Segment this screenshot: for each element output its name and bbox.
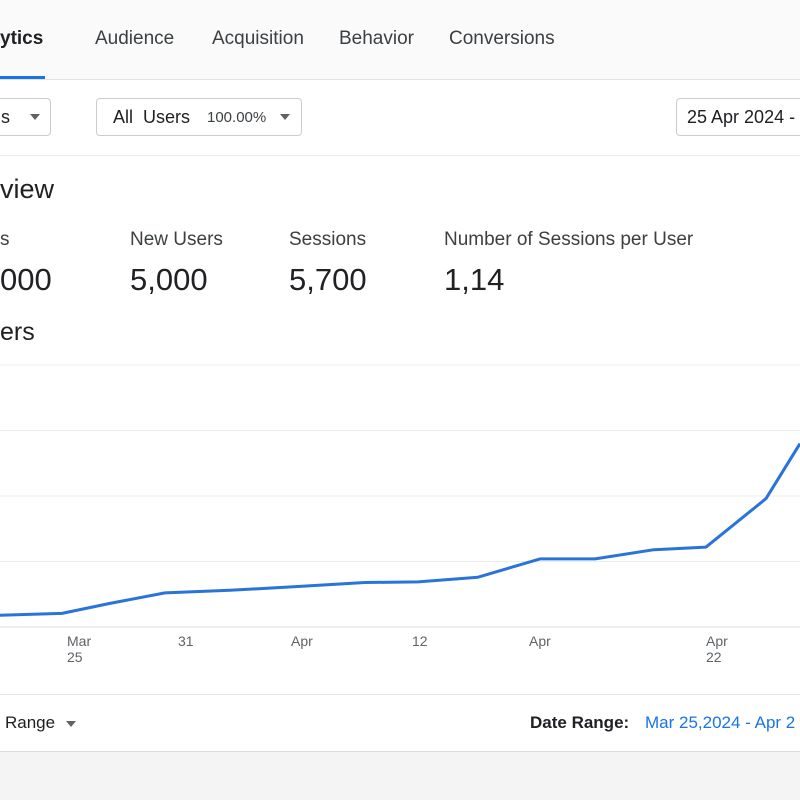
date-range-picker[interactable]: 25 Apr 2024 - (676, 98, 800, 136)
page-title: view (0, 174, 55, 204)
x-tick-label: 25 (67, 649, 83, 665)
tab-conversions[interactable]: Conversions (449, 28, 555, 49)
range-selector-label[interactable]: Range (5, 713, 56, 732)
chart-title: ers (0, 318, 35, 346)
date-range-picker-label: 25 Apr 2024 - (687, 107, 796, 127)
segment-dropdown[interactable]: s (0, 98, 51, 136)
tab-analytics[interactable]: ytics (0, 28, 44, 49)
metric-sessions-per-user-value: 1,14 (444, 262, 505, 297)
x-tick-label: 22 (706, 649, 722, 665)
active-tab-indicator (0, 76, 45, 79)
metric-users-label: s (0, 229, 10, 250)
all-users-label: All Users (113, 107, 191, 127)
metric-users-value: 000 (0, 262, 52, 297)
segment-dropdown-label: s (1, 107, 10, 127)
metric-new-users-value: 5,000 (130, 262, 208, 297)
x-tick-label: Apr (706, 633, 728, 649)
tab-behavior[interactable]: Behavior (339, 28, 414, 49)
tab-audience[interactable]: Audience (95, 28, 175, 49)
metric-new-users-label: New Users (130, 229, 223, 250)
chevron-down-icon (30, 114, 40, 120)
x-tick-label: Apr (291, 633, 313, 649)
x-tick-label: 31 (178, 633, 194, 649)
series-line-users (0, 442, 800, 617)
chevron-down-icon[interactable] (66, 721, 76, 727)
date-range-label: Date Range: (530, 713, 630, 732)
metric-sessions-per-user-label: Number of Sessions per User (444, 229, 694, 250)
toolbar-divider (0, 155, 800, 156)
top-navigation: ytics Audience Acquisition Behavior Conv… (0, 0, 800, 80)
x-tick-label: 12 (412, 633, 428, 649)
x-tick-label: Mar (67, 633, 91, 649)
x-tick-label: Apr (529, 633, 551, 649)
metric-sessions-value: 5,700 (289, 262, 367, 297)
chevron-down-icon (280, 114, 290, 120)
all-users-dropdown[interactable]: All Users 100.00% (96, 98, 302, 136)
all-users-percentage: 100.00% (207, 109, 267, 126)
tab-acquisition[interactable]: Acquisition (212, 28, 304, 49)
metric-sessions-label: Sessions (289, 229, 367, 250)
footer-divider (0, 694, 800, 695)
date-range-value[interactable]: Mar 25,2024 - Apr 2 (645, 713, 796, 732)
